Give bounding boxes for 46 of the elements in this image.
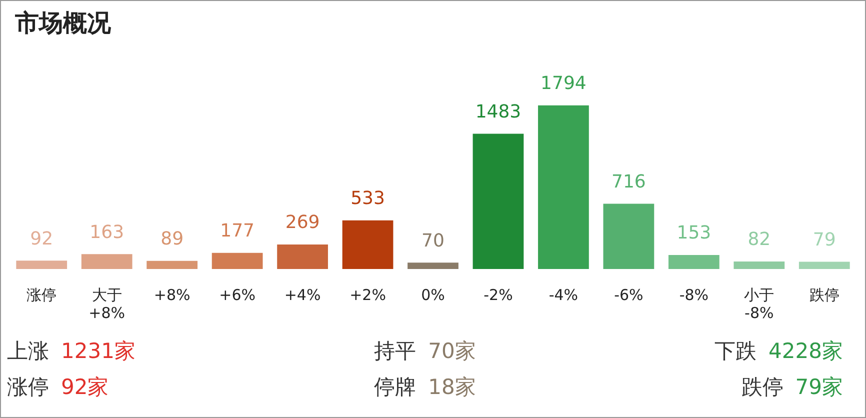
bar	[277, 244, 328, 269]
data-label: 177	[220, 220, 254, 242]
chart-title: 市场概况	[15, 8, 111, 39]
data-label: 716	[612, 171, 646, 192]
x-tick-label: +4%	[284, 286, 321, 304]
x-tick-label: 大于 +8%	[88, 286, 126, 322]
data-label: 82	[748, 229, 771, 250]
x-tick-label: -4%	[548, 286, 578, 304]
x-tick-label: -8%	[679, 286, 709, 304]
data-label: 269	[285, 212, 320, 234]
bar	[734, 262, 785, 269]
text: 涨停 92家	[7, 375, 109, 399]
x-tick-label: +8%	[154, 286, 190, 304]
bar	[212, 252, 263, 269]
bar	[408, 262, 458, 269]
data-label: 79	[812, 229, 836, 250]
data-label: 89	[160, 228, 184, 250]
data-label: 70	[422, 230, 444, 252]
data-label: 153	[676, 222, 712, 244]
x-tick-label: +6%	[219, 286, 256, 304]
text: 停牌 18家	[374, 375, 476, 399]
x-tick-label: +2%	[350, 286, 386, 304]
x-tick-label: -6%	[614, 286, 644, 304]
x-tick-label: -2%	[484, 286, 513, 304]
bar	[16, 260, 68, 269]
bar	[668, 255, 720, 269]
text: 下跌 4228家	[714, 339, 843, 363]
bar	[342, 220, 394, 269]
x-tick-label: 0%	[421, 286, 445, 304]
bar	[798, 262, 850, 269]
data-label: 1794	[540, 73, 586, 94]
text: 持平 70家	[374, 339, 476, 363]
x-tick-label: 小于 -8%	[744, 286, 774, 322]
bar	[81, 254, 132, 269]
data-label: 533	[350, 188, 385, 210]
x-tick-label: 涨停	[26, 286, 57, 304]
bar	[538, 105, 589, 269]
data-label: 92	[30, 228, 54, 250]
bar	[146, 260, 198, 269]
data-label: 1483	[475, 101, 522, 122]
bar	[603, 204, 654, 269]
data-label: 163	[90, 222, 124, 243]
text: 跌停 79家	[741, 375, 843, 399]
x-tick-label: 跌停	[809, 286, 840, 304]
text: 上涨 1231家	[7, 339, 136, 363]
bar	[472, 134, 524, 269]
